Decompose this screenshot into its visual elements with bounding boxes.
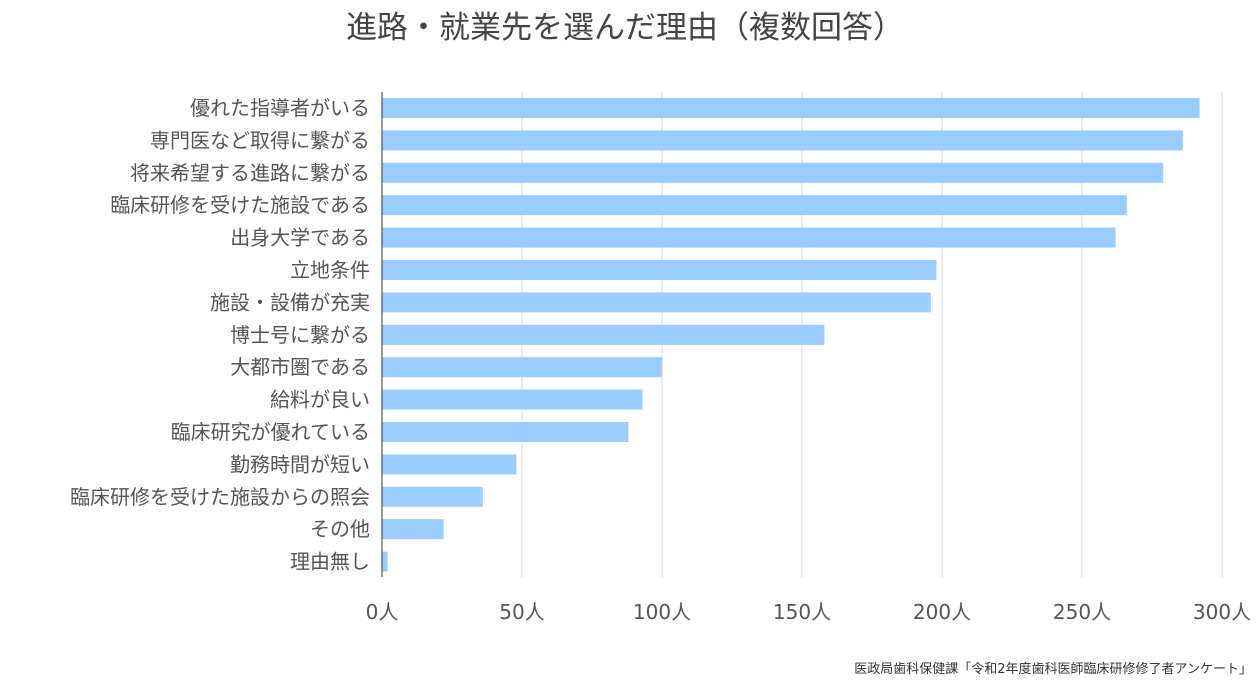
bar [382,357,662,378]
bars [382,98,1200,572]
bar [382,292,931,313]
category-label: 出身大学である [230,226,370,250]
category-label: 臨床研修を受けた施設からの照会 [70,485,370,509]
bar [382,162,1164,183]
chart-title: 進路・就業先を選んだ理由（複数回答） [346,10,904,46]
category-label: 博士号に繋がる [230,323,370,347]
bar [382,454,517,475]
category-label: 理由無し [290,550,370,574]
category-label: 立地条件 [290,258,370,282]
source-note: 医政局歯科保健課「令和2年度歯科医師臨床研修修了者アンケート」 [854,661,1252,677]
category-label: 臨床研究が優れている [171,420,370,444]
category-label: 専門医など取得に繋がる [150,128,370,152]
bar [382,486,483,507]
bar [382,260,937,280]
x-tick-label: 150人 [773,600,831,624]
category-labels: 優れた指導者がいる専門医など取得に繋がる将来希望する進路に繋がる臨床研修を受けた… [70,96,370,574]
bar [382,519,444,540]
bar [382,551,388,572]
category-label: 将来希望する進路に繋がる [130,161,370,185]
x-tick-label: 250人 [1053,600,1111,624]
category-label: 勤務時間が短い [230,452,370,476]
x-tick-label: 300人 [1193,600,1251,624]
x-tick-label: 100人 [633,600,691,624]
bar [382,227,1116,248]
bar [382,324,825,345]
bar [382,98,1200,118]
category-label: 給料が良い [270,388,370,412]
bar [382,422,629,442]
x-tick-label: 50人 [499,600,544,624]
bar [382,389,643,410]
x-tick-label: 0人 [366,600,399,624]
bar [382,195,1127,216]
x-tick-label: 200人 [913,600,971,624]
x-axis-ticks: 0人 50人 100人 150人 200人 250人 300人 [366,600,1251,624]
category-label: その他 [310,517,370,541]
category-label: 大都市圏である [230,355,370,379]
category-label: 施設・設備が充実 [210,290,370,314]
category-label: 優れた指導者がいる [190,96,370,120]
category-label: 臨床研修を受けた施設である [110,193,370,217]
bar [382,130,1183,151]
